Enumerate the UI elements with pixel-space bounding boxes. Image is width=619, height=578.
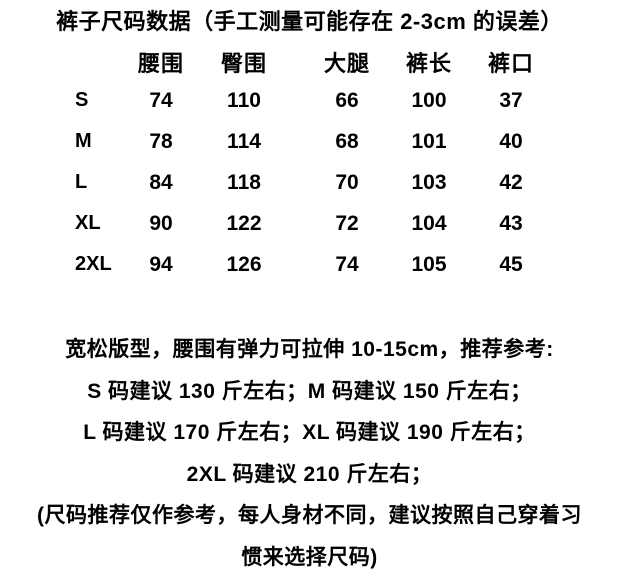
cell-hip: 114 <box>227 129 261 153</box>
size-table-header-row: 腰围 臀围 大腿 裤长 裤口 <box>60 44 562 80</box>
header-thigh: 大腿 <box>323 51 370 76</box>
header-size-blank <box>60 44 130 80</box>
header-pants-length: 裤长 <box>405 51 452 76</box>
note-disclaimer-line-2: 惯来选择尺码) <box>241 545 378 569</box>
cell-thigh: 70 <box>335 170 359 194</box>
cell-leg-opening: 37 <box>499 88 523 112</box>
table-row-xl: XL 90 122 72 104 43 <box>60 203 562 244</box>
table-row-s: S 74 110 66 100 37 <box>60 80 562 121</box>
size-label: 2XL <box>75 253 112 275</box>
cell-pants-length: 101 <box>411 129 447 153</box>
table-row-m: M 78 114 68 101 40 <box>60 121 562 162</box>
size-label: S <box>75 89 89 111</box>
size-label: L <box>75 171 88 193</box>
cell-hip: 126 <box>226 252 262 276</box>
cell-waist: 94 <box>149 252 173 276</box>
cell-waist: 78 <box>149 129 173 153</box>
header-hip: 臀围 <box>220 51 267 76</box>
page-title: 裤子尺码数据（手工测量可能存在 2-3cm 的误差） <box>56 9 563 34</box>
cell-leg-opening: 43 <box>499 211 523 235</box>
header-leg-opening: 裤口 <box>487 51 534 76</box>
note-s-m-recommendation: S 码建议 130 斤左右；M 码建议 150 斤左右； <box>87 379 532 403</box>
cell-hip: 110 <box>227 88 261 112</box>
cell-leg-opening: 45 <box>499 252 523 276</box>
table-row-2xl: 2XL 94 126 74 105 45 <box>60 244 562 285</box>
cell-waist: 74 <box>149 88 173 112</box>
table-row-l: L 84 118 70 103 42 <box>60 162 562 203</box>
cell-thigh: 74 <box>335 252 359 276</box>
note-disclaimer-line-1: (尺码推荐仅作参考，每人身材不同，建议按照自己穿着习 <box>37 504 582 527</box>
cell-pants-length: 104 <box>411 211 447 235</box>
size-label: M <box>75 130 92 152</box>
header-waist: 腰围 <box>137 51 184 76</box>
cell-pants-length: 103 <box>411 170 447 194</box>
note-fit-description: 宽松版型，腰围有弹力可拉伸 10-15cm，推荐参考: <box>65 338 554 361</box>
size-label: XL <box>75 212 101 234</box>
cell-pants-length: 100 <box>411 88 447 112</box>
cell-thigh: 66 <box>335 88 359 112</box>
cell-leg-opening: 40 <box>499 129 523 153</box>
cell-hip: 118 <box>227 170 261 194</box>
cell-thigh: 68 <box>335 129 359 153</box>
cell-pants-length: 105 <box>411 252 447 276</box>
size-recommendation-notes: 宽松版型，腰围有弹力可拉伸 10-15cm，推荐参考: S 码建议 130 斤左… <box>0 329 619 578</box>
note-2xl-recommendation: 2XL 码建议 210 斤左右； <box>186 462 433 486</box>
size-table: 腰围 臀围 大腿 裤长 裤口 S 74 110 66 100 37 M 78 1… <box>60 44 562 285</box>
cell-waist: 90 <box>149 211 173 235</box>
cell-thigh: 72 <box>335 211 359 235</box>
cell-waist: 84 <box>149 170 173 194</box>
cell-hip: 122 <box>226 211 262 235</box>
cell-leg-opening: 42 <box>499 170 523 194</box>
note-l-xl-recommendation: L 码建议 170 斤左右；XL 码建议 190 斤左右； <box>83 421 536 444</box>
